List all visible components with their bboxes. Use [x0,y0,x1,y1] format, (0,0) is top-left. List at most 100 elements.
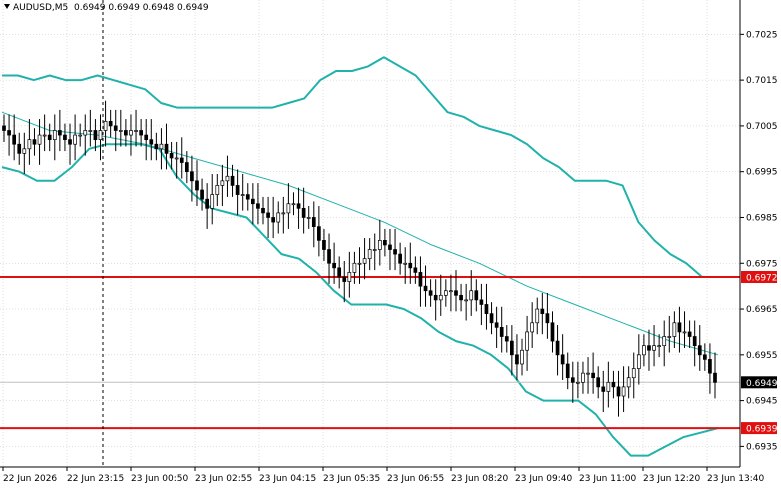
candle-body [438,294,443,301]
candle [22,132,27,174]
candle-body [317,226,321,241]
candle [98,114,103,161]
grid [0,0,740,467]
candle [245,183,250,211]
candle [144,119,149,161]
candle [129,114,133,156]
candle-body [489,313,494,324]
candle [474,279,479,312]
candle [576,361,580,399]
candle-body [682,331,687,334]
candle-body [2,125,6,131]
candle [266,196,270,239]
time-tick-label: 22 Jun 2026 [3,474,57,484]
candle [631,352,636,399]
candle [190,155,194,202]
candle [413,256,418,284]
candlesticks [2,100,717,417]
candle-body [713,372,717,383]
candle [337,256,342,289]
candle-body [22,148,27,154]
candle-body [642,345,646,356]
candle [210,173,215,225]
time-tick-label: 22 Jun 23:15 [67,474,124,484]
candle [606,361,611,408]
candle-body [560,354,565,365]
price-tick-label: 0.6995 [746,168,778,178]
candle [332,242,336,284]
candle-body [352,262,357,273]
candle-body [113,125,118,131]
price-tick-label: 0.6955 [746,351,778,361]
candle [311,201,316,248]
candle [7,114,11,156]
candle [438,274,443,316]
candle [393,228,397,271]
candle-body [469,290,474,301]
candle [657,334,661,358]
candle-body [235,185,240,195]
candle-body [591,372,595,379]
candle [535,297,540,335]
candle-body [657,345,661,348]
candle [601,370,606,413]
candle-body [677,322,682,333]
candle-body [428,290,433,296]
price-axis[interactable]: 0.70250.70150.70050.69950.69850.69750.69… [740,30,778,452]
level-badge-label: 0.6939 [746,425,778,435]
price-tick-label: 0.6985 [746,213,778,223]
candle-body [520,349,524,365]
level-badge [741,422,777,435]
candle-body [261,207,265,214]
candle-body [73,134,77,145]
candle [596,366,601,399]
candle [301,187,306,234]
candle-body [17,143,22,154]
horizontal-levels[interactable] [0,275,740,430]
price-tick-label: 0.6975 [746,259,778,269]
dropdown-triangle-icon[interactable] [4,4,10,9]
candle-body [525,331,529,351]
time-tick-label: 23 Jun 04:15 [259,474,316,484]
candle [672,311,677,348]
candle [545,293,550,339]
candle-body [545,313,550,324]
candle-body [342,276,347,282]
candle-body [240,194,245,196]
candle-body [647,345,651,351]
candle-body [47,134,52,140]
candle-body [398,253,402,264]
candle-body [220,180,225,186]
candle [27,119,32,165]
candle-body [377,240,382,250]
candle [73,114,77,161]
candle [418,256,423,307]
time-axis[interactable]: 22 Jun 2026 22 Jun 23:15 23 Jun 00:50 23 Ju… [2,467,764,484]
candle [362,238,367,280]
time-tick-label: 23 Jun 12:20 [643,474,700,484]
candle [565,352,570,390]
candle-body [205,198,209,209]
time-tick-label: 23 Jun 00:50 [131,474,188,484]
candle-body [535,308,540,324]
candle [713,352,717,399]
candle-body [515,354,519,365]
candle [230,164,235,197]
candle [149,119,154,161]
price-tick-label: 0.6945 [746,397,778,407]
candle-body [306,217,311,219]
candle [403,247,408,284]
time-tick-label: 23 Jun 05:35 [323,474,380,484]
candle-body [118,130,123,132]
candle-body [266,212,270,218]
candle [251,183,255,225]
candle-body [484,304,489,314]
candle-body [403,262,408,265]
candle [372,233,377,271]
candle [47,123,52,152]
candle-body [78,134,83,137]
candle [591,352,595,394]
candle [2,114,6,142]
candle-body [408,262,413,269]
